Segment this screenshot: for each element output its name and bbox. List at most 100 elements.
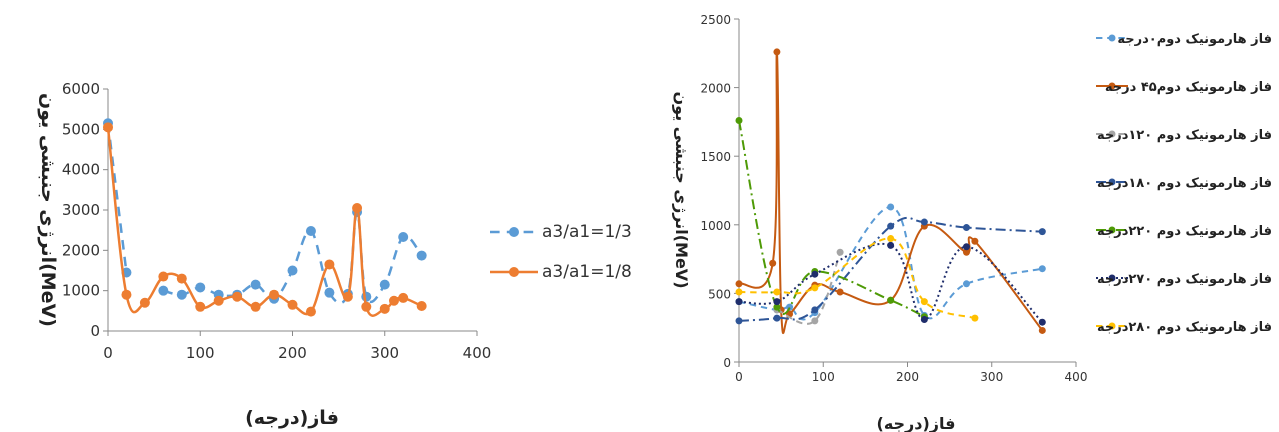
data-point: [962, 280, 970, 288]
data-point: [287, 299, 298, 310]
x-tick-label: 100: [186, 344, 215, 362]
data-point: [398, 232, 409, 243]
x-tick-label: 0: [735, 370, 743, 384]
data-point: [158, 271, 169, 282]
data-point: [195, 301, 206, 312]
data-point: [811, 270, 819, 278]
data-point: [250, 279, 261, 290]
data-point: [769, 259, 777, 267]
data-point: [342, 291, 353, 302]
y-tick-label: 4000: [62, 161, 100, 179]
data-point: [287, 265, 298, 276]
data-point: [735, 117, 743, 125]
data-point: [887, 222, 895, 230]
data-point: [836, 288, 844, 296]
legend-label: فاز هارمونیک دوم ۲۷۰درجه: [1097, 272, 1272, 287]
data-point: [887, 296, 895, 304]
series-line: [106, 127, 423, 317]
chart-left: 0 100 200 300 4000100020003000400050006000فا…: [37, 80, 632, 429]
data-point: [971, 314, 979, 322]
data-point: [305, 306, 316, 317]
data-point: [962, 224, 970, 232]
series-line: [106, 123, 128, 273]
data-point: [735, 280, 743, 288]
data-point: [269, 289, 280, 300]
y-tick-label: 500: [708, 287, 731, 301]
data-point: [920, 315, 928, 323]
legend-marker: [1108, 82, 1116, 90]
y-tick-label: 2000: [700, 82, 731, 96]
series-line: [738, 50, 1044, 334]
x-tick-label: 100: [812, 370, 835, 384]
x-tick-label: 400: [1065, 370, 1088, 384]
x-tick-label: 400: [463, 344, 492, 362]
legend-label: فاز هارمونیک دوم ۱۸۰درجه: [1097, 176, 1272, 191]
data-point: [811, 317, 819, 325]
data-point: [773, 314, 781, 322]
data-point: [971, 237, 979, 245]
data-point: [416, 300, 427, 311]
legend-marker: [1108, 322, 1116, 330]
x-axis-title: فاز(درجه): [245, 407, 339, 429]
series-line: [776, 251, 842, 325]
data-point: [1038, 326, 1046, 334]
data-point: [232, 291, 243, 302]
data-point: [103, 122, 113, 133]
legend-marker: [509, 227, 519, 237]
data-point: [121, 289, 132, 300]
data-point: [887, 203, 895, 211]
y-axis-title: انرژی جنبشی یون(MeV): [672, 92, 691, 289]
legend-label: a3/a1=1/3: [542, 222, 632, 242]
series-line: [738, 120, 925, 318]
data-point: [398, 292, 409, 303]
data-point: [158, 285, 169, 296]
data-point: [1038, 228, 1046, 236]
y-tick-label: 3000: [62, 201, 100, 219]
data-point: [786, 303, 794, 311]
y-axis-title: انرژی جنبشی یون(MeV): [37, 93, 59, 327]
series-line: [163, 210, 423, 305]
data-point: [1038, 318, 1046, 326]
data-point: [887, 241, 895, 249]
data-point: [773, 298, 781, 306]
legend-marker: [1108, 178, 1116, 186]
data-point: [250, 301, 261, 312]
y-tick-label: 1000: [62, 282, 100, 300]
data-point: [811, 284, 819, 292]
legend-marker: [1108, 274, 1116, 282]
legend-marker: [509, 267, 519, 277]
legend-marker: [1108, 34, 1116, 42]
chart-right: 0 100 200 300 400 0 500 1000 1500 2000 2500 فاز(درج…: [672, 13, 1272, 432]
y-tick-label: 6000: [62, 80, 100, 98]
data-point: [773, 303, 781, 311]
data-point: [887, 235, 895, 243]
series-line: [738, 205, 1043, 321]
legend-label: فاز هارمونیک دوم ۱۲۰درجه: [1097, 128, 1272, 143]
data-point: [213, 295, 224, 306]
y-tick-label: 2500: [700, 13, 731, 27]
legend-label: فاز هارمونیک دوم ۲۲۰درجه: [1097, 224, 1272, 239]
data-point: [920, 218, 928, 226]
data-point: [388, 295, 399, 306]
data-point: [836, 248, 844, 256]
y-tick-label: 0: [90, 322, 100, 340]
legend-marker: [1108, 226, 1116, 234]
x-tick-label: 200: [896, 370, 919, 384]
data-point: [139, 297, 150, 308]
data-point: [811, 306, 819, 314]
data-point: [773, 288, 781, 296]
y-tick-label: 1500: [700, 150, 731, 164]
data-point: [920, 298, 928, 306]
x-tick-label: 300: [370, 344, 399, 362]
y-tick-label: 5000: [62, 120, 100, 138]
data-point: [195, 282, 206, 293]
data-point: [773, 48, 781, 56]
data-point: [735, 298, 743, 306]
data-point: [305, 225, 316, 236]
data-point: [416, 250, 427, 261]
legend-label: فاز هارمونیک دوم۴۵ درجه: [1105, 80, 1272, 95]
data-point: [324, 259, 335, 270]
x-tick-label: 300: [980, 370, 1003, 384]
legend-label: فاز هارمونیک دوم ۲۸۰درجه: [1097, 320, 1272, 335]
legend-label: a3/a1=1/8: [542, 262, 632, 282]
